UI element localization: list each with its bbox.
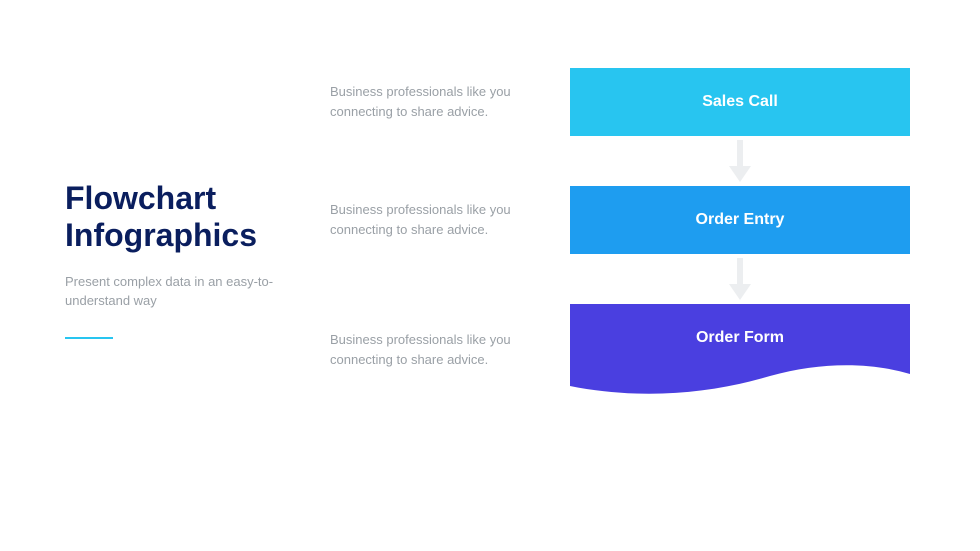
title-line-2: Infographics <box>65 217 257 253</box>
step-description: Business professionals like you connecti… <box>330 200 540 240</box>
step-box-order-form: Order Form <box>570 304 910 396</box>
flowchart-arrow <box>330 254 940 304</box>
flowchart-step: Business professionals like you connecti… <box>330 68 940 136</box>
step-description: Business professionals like you connecti… <box>330 330 540 370</box>
flowchart-panel: Business professionals like you connecti… <box>330 68 940 396</box>
step-label: Order Form <box>696 329 784 347</box>
arrow-down-icon <box>729 258 751 300</box>
arrow-down-icon <box>729 140 751 182</box>
title-line-1: Flowchart <box>65 180 216 216</box>
left-panel: Flowchart Infographics Present complex d… <box>65 180 305 339</box>
page-title: Flowchart Infographics <box>65 180 305 254</box>
step-box-sales-call: Sales Call <box>570 68 910 136</box>
flowchart-arrow <box>330 136 940 186</box>
flowchart-step: Business professionals like you connecti… <box>330 186 940 254</box>
page-subtitle: Present complex data in an easy-to-under… <box>65 272 285 311</box>
step-box-order-entry: Order Entry <box>570 186 910 254</box>
accent-line <box>65 337 113 339</box>
flowchart-step: Business professionals like you connecti… <box>330 304 940 396</box>
step-label: Order Entry <box>696 211 785 229</box>
step-description: Business professionals like you connecti… <box>330 82 540 122</box>
step-label: Sales Call <box>702 93 778 111</box>
